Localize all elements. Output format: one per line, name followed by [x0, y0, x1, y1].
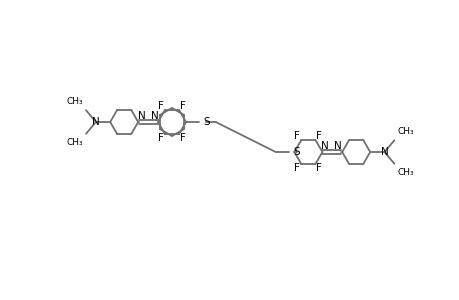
Text: N: N: [151, 111, 159, 121]
Text: F: F: [294, 163, 300, 173]
Text: F: F: [316, 131, 322, 141]
Text: S: S: [292, 147, 299, 157]
Text: CH₃: CH₃: [397, 168, 414, 177]
Text: F: F: [158, 101, 163, 111]
Text: N: N: [334, 141, 341, 151]
Text: F: F: [294, 131, 300, 141]
Text: CH₃: CH₃: [66, 98, 83, 106]
Text: N: N: [92, 117, 100, 127]
Text: F: F: [158, 133, 163, 143]
Text: N: N: [380, 147, 387, 157]
Text: F: F: [179, 101, 185, 111]
Text: CH₃: CH₃: [397, 128, 414, 136]
Text: N: N: [321, 141, 328, 151]
Text: F: F: [179, 133, 185, 143]
Text: N: N: [138, 111, 146, 121]
Text: CH₃: CH₃: [66, 138, 83, 147]
Text: F: F: [316, 163, 322, 173]
Text: S: S: [203, 117, 209, 127]
